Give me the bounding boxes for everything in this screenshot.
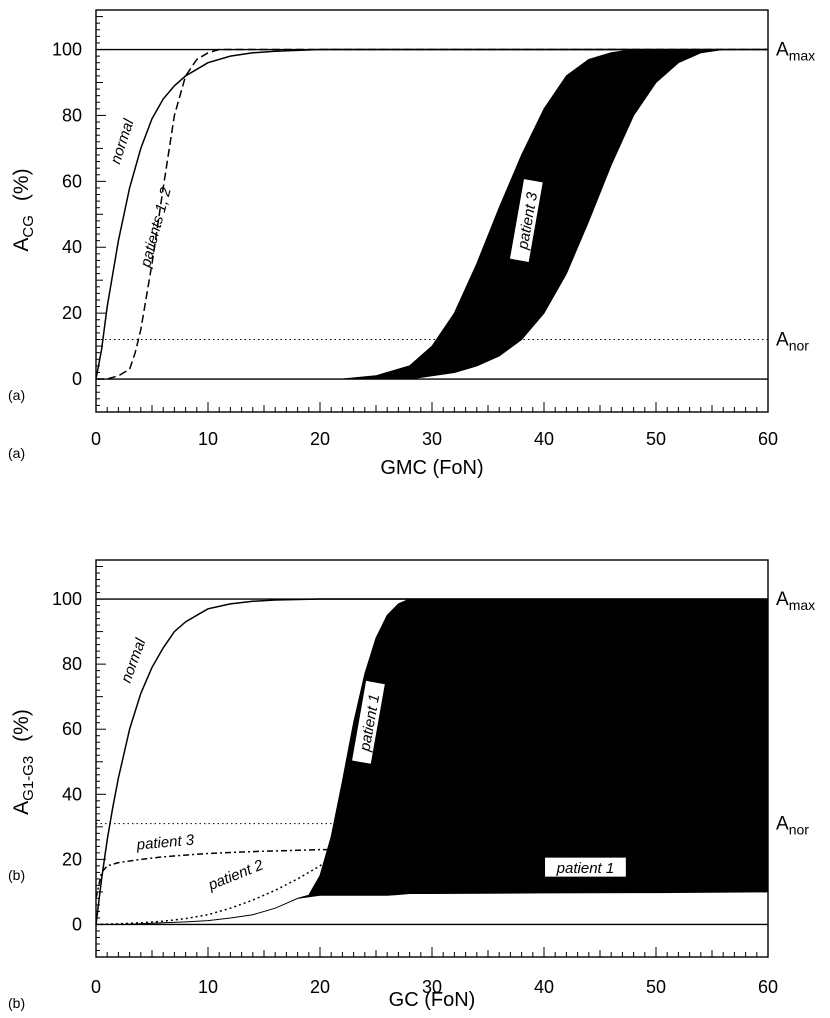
line-patients-1-2 bbox=[96, 48, 768, 380]
caption-tag: (a) bbox=[8, 445, 25, 461]
x-tick-label: 60 bbox=[758, 977, 778, 997]
amax-label: Amax bbox=[776, 589, 815, 613]
y-tick-label: 40 bbox=[62, 784, 82, 804]
curve-label-patients-1-2: patients 1, 2 bbox=[137, 185, 175, 270]
curve-label-patient-1: patient 1 bbox=[544, 856, 627, 878]
y-tick-label: 20 bbox=[62, 303, 82, 323]
panel-tag: (b) bbox=[8, 867, 25, 883]
curve-label-normal: normal bbox=[118, 636, 150, 686]
amax-label: Amax bbox=[776, 40, 815, 64]
x-tick-label: 0 bbox=[91, 977, 101, 997]
y-tick-label: 0 bbox=[72, 369, 82, 389]
svg-text:patient 2: patient 2 bbox=[205, 856, 266, 894]
x-axis-label: GMC (FoN) bbox=[380, 457, 483, 479]
line-patient-3 bbox=[95, 848, 332, 899]
svg-text:patient 3: patient 3 bbox=[135, 832, 195, 854]
curve-label-patient-2: patient 2 bbox=[205, 856, 266, 894]
y-tick-label: 80 bbox=[62, 105, 82, 125]
y-tick-label: 80 bbox=[62, 654, 82, 674]
panel-a: Amax Anor 0 10 20 30 40 50 60 0 20 40 60 80 100 GMC (Fo… bbox=[8, 9, 815, 479]
x-tick-label: 10 bbox=[198, 977, 218, 997]
y-axis-label: AG1-G3(%) bbox=[10, 709, 37, 815]
x-tick-label: 20 bbox=[310, 977, 330, 997]
y-axis-label: ACG(%) bbox=[10, 168, 37, 251]
anor-label: Anor bbox=[776, 330, 809, 354]
y-tick-label: 40 bbox=[62, 237, 82, 257]
y-tick-label: 60 bbox=[62, 719, 82, 739]
x-tick-label: 20 bbox=[310, 429, 330, 449]
y-tick-label: 20 bbox=[62, 849, 82, 869]
x-tick-label: 10 bbox=[198, 429, 218, 449]
curve-label-patient-3: patient 3 bbox=[135, 832, 195, 854]
x-tick-label: 30 bbox=[422, 429, 442, 449]
x-axis-label: GC (FoN) bbox=[389, 989, 476, 1011]
line-normal bbox=[95, 598, 768, 925]
x-tick-label: 0 bbox=[91, 429, 101, 449]
svg-text:patients 1, 2: patients 1, 2 bbox=[137, 185, 175, 270]
caption-tag: (b) bbox=[8, 995, 25, 1011]
y-tick-label: 100 bbox=[52, 589, 82, 609]
curve-label-normal: normal bbox=[107, 117, 138, 166]
x-tick-label: 30 bbox=[422, 977, 442, 997]
band-patient-3 bbox=[96, 49, 768, 380]
x-tick-label: 40 bbox=[534, 977, 554, 997]
x-tick-label: 50 bbox=[646, 429, 666, 449]
y-tick-label: 0 bbox=[72, 914, 82, 934]
panel-b: Amax Anor 0 10 20 30 40 50 60 0 20 40 60 80 100 GC (FoN… bbox=[8, 559, 815, 1011]
y-tick-label: 100 bbox=[52, 40, 82, 60]
band-patient-1 bbox=[96, 598, 769, 925]
anor-label: Anor bbox=[776, 814, 809, 838]
x-tick-label: 60 bbox=[758, 429, 778, 449]
svg-text:normal: normal bbox=[118, 636, 150, 686]
line-normal bbox=[95, 48, 768, 380]
svg-text:patient 1: patient 1 bbox=[556, 860, 615, 877]
line-patient-2 bbox=[95, 855, 332, 926]
panel-tag: (a) bbox=[8, 387, 25, 403]
y-tick-label: 60 bbox=[62, 171, 82, 191]
svg-text:normal: normal bbox=[107, 117, 138, 166]
x-tick-label: 50 bbox=[646, 977, 666, 997]
x-tick-label: 40 bbox=[534, 429, 554, 449]
